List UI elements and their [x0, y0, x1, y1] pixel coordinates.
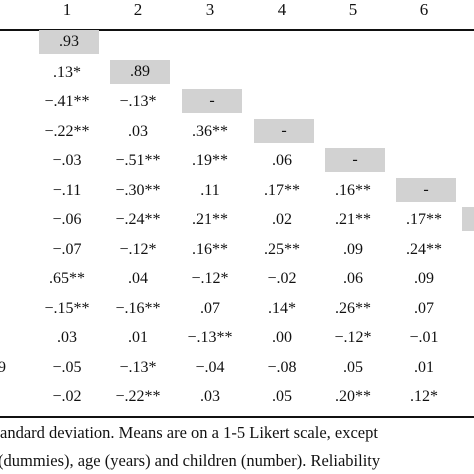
table-cell: −.11: [52, 181, 82, 199]
table-cell: −.12*: [119, 240, 157, 258]
table-cell: .16**: [192, 240, 228, 258]
diagonal-cell-partial: [462, 207, 474, 231]
table-cell: .06: [343, 270, 363, 287]
table-cell: .03: [200, 388, 220, 405]
table-cell: .19**: [192, 152, 228, 169]
table-cell: .02: [272, 211, 292, 228]
table-cell: .04: [128, 270, 148, 287]
table-cell: −.13**: [187, 329, 233, 346]
diagonal-cell-value: -: [423, 180, 429, 198]
table-bottom-rule: [0, 416, 474, 418]
table-top-rule: [0, 29, 474, 31]
table-cell: .01: [414, 358, 434, 376]
table-cell: .36**: [192, 122, 228, 140]
table-cell: −.01: [409, 329, 439, 346]
row-label: 9: [0, 358, 6, 376]
table-cell: −.41**: [44, 93, 90, 110]
table-cell: .21**: [192, 211, 228, 228]
table-cell: .05: [272, 388, 292, 405]
table-cell: −.30**: [115, 181, 161, 199]
diagonal-cell-value: -: [209, 92, 215, 109]
diagonal-cell-value: .93: [59, 33, 79, 50]
diagonal-cell: -: [254, 118, 314, 143]
column-header-5: 5: [348, 0, 358, 19]
table-cell: −.04: [195, 358, 225, 376]
diagonal-cell: -: [325, 148, 385, 172]
diagonal-cell: .93: [39, 30, 99, 54]
table-cell: .12*: [410, 388, 438, 405]
diagonal-cell-value: .89: [130, 62, 150, 80]
column-header-6: 6: [419, 0, 429, 19]
table-cell: .00: [272, 329, 292, 346]
table-cell: −.22**: [115, 388, 161, 405]
diagonal-cell: -: [182, 89, 242, 113]
diagonal-cell: .89: [110, 59, 170, 84]
table-cell: .24**: [406, 240, 442, 258]
table-cell: .07: [414, 299, 434, 317]
table-cell: .07: [200, 299, 220, 317]
table-cell: −.03: [52, 152, 82, 169]
table-cell: −.15**: [44, 299, 90, 317]
table-cell: −.22**: [44, 122, 90, 140]
table-cell: −.51**: [115, 152, 161, 169]
table-cell: −.24**: [115, 211, 161, 228]
table-cell: −.16**: [115, 299, 161, 317]
diagonal-cell-value: -: [281, 121, 287, 139]
table-cell: .25**: [264, 240, 300, 258]
table-cell: .09: [343, 240, 363, 258]
table-cell: −.02: [52, 388, 82, 405]
table-cell: .03: [57, 329, 77, 346]
table-cell: −.08: [267, 358, 297, 376]
table-cell: .65**: [49, 270, 85, 287]
table-cell: −.02: [267, 270, 297, 287]
column-header-4: 4: [277, 0, 287, 19]
diagonal-cell: -: [396, 177, 456, 202]
table-cell: .21**: [335, 211, 371, 228]
diagonal-cell-value: -: [352, 151, 358, 168]
table-cell: .17**: [406, 211, 442, 228]
table-cell: −.07: [52, 240, 82, 258]
table-footnote-line-1: andard deviation. Means are on a 1-5 Lik…: [0, 423, 378, 442]
table-cell: −.05: [52, 358, 82, 376]
table-cell: .17**: [264, 181, 300, 199]
table-cell: .16**: [335, 181, 371, 199]
column-header-2: 2: [133, 0, 143, 19]
column-header-1: 1: [62, 0, 72, 19]
column-header-3: 3: [205, 0, 215, 19]
table-cell: −.12*: [334, 329, 372, 346]
table-cell: .26**: [335, 299, 371, 317]
table-cell: −.06: [52, 211, 82, 228]
table-cell: .06: [272, 152, 292, 169]
table-cell: .11: [200, 181, 220, 199]
table-cell: .01: [128, 329, 148, 346]
table-cell: .05: [343, 358, 363, 376]
table-cell: −.12*: [191, 270, 229, 287]
table-cell: .20**: [335, 388, 371, 405]
table-cell: .13*: [53, 63, 81, 81]
table-footnote-line-2: (dummies), age (years) and children (num…: [0, 451, 381, 470]
table-cell: .03: [128, 122, 148, 140]
table-cell: .14*: [268, 299, 296, 317]
table-cell: −.13*: [119, 358, 157, 376]
table-cell: −.13*: [119, 93, 157, 110]
table-cell: .09: [414, 270, 434, 287]
